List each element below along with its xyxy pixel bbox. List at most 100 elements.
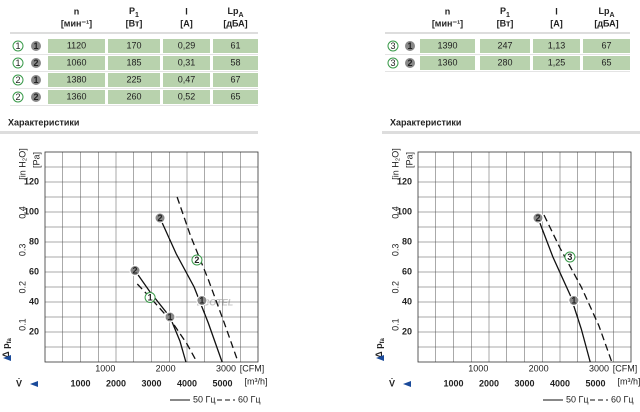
cell (163, 56, 210, 70)
x-tick-label: 1000 (70, 378, 90, 388)
curve-number: 1 (15, 41, 20, 51)
symbol: P (129, 6, 135, 16)
cell-value: 280 (497, 57, 512, 67)
speed-number: 1 (33, 41, 38, 51)
point-label: 2 (158, 213, 163, 223)
cfm-tick-label: 2000 (529, 363, 549, 373)
y2-tick-label: 0.3 (390, 244, 400, 257)
cfm-tick-label: 1000 (95, 363, 115, 373)
y2-tick-label: 0.3 (17, 244, 27, 257)
fan-curve (543, 214, 613, 363)
col-unit: [Вт] (497, 18, 514, 28)
cell (420, 56, 475, 70)
col-head: n (74, 6, 80, 16)
speed-marker (31, 58, 41, 68)
axis-arrow (3, 355, 38, 387)
cell-value: 0,52 (178, 91, 196, 101)
watermark: ECOTEL (197, 297, 234, 307)
cell-value: 1,25 (548, 57, 566, 67)
curve-number: 3 (390, 41, 395, 51)
curve-number: 3 (390, 58, 395, 68)
point-label: 1 (167, 312, 172, 322)
point-label: 3 (567, 252, 572, 262)
y2-tick-label: 0.1 (390, 318, 400, 331)
cell-value: 1360 (66, 91, 86, 101)
y-title: Δ pfa (1, 337, 12, 357)
y2-tick-label: 0.2 (17, 281, 27, 294)
cell (533, 39, 580, 53)
col-unit: [мин⁻¹] (61, 18, 92, 28)
x-unit: [m³/h] (617, 376, 640, 386)
cell-value: 67 (601, 40, 611, 50)
cell (163, 73, 210, 87)
y-tick-label: 40 (402, 296, 412, 306)
col-head: LpA (598, 6, 614, 18)
cell (583, 56, 630, 70)
curve-point (532, 212, 544, 224)
cell (213, 90, 258, 104)
y-tick-label: 60 (402, 266, 412, 276)
speed-number: 2 (407, 58, 412, 68)
cell (48, 90, 105, 104)
cell-value: 260 (126, 91, 141, 101)
cell (213, 56, 258, 70)
plot-frame (417, 151, 632, 363)
point-label: 1 (571, 295, 576, 305)
curve-point (564, 251, 576, 263)
col-unit: [мин⁻¹] (432, 18, 463, 28)
x-tick-label: 5000 (212, 378, 232, 388)
legend-dashed: 60 Гц (238, 394, 261, 404)
cfm-tick-label: 2000 (156, 363, 176, 373)
fan-curve (159, 217, 223, 363)
curve-number: 2 (15, 92, 20, 102)
cell-value: 65 (601, 57, 611, 67)
col-unit: [Вт] (126, 18, 143, 28)
subscript: 1 (135, 12, 139, 19)
point-label: 1 (199, 295, 204, 305)
section-title: Характеристики (390, 117, 461, 127)
subscript: fa (380, 337, 386, 343)
cfm-tick-label: 3000 (589, 363, 609, 373)
cell (213, 39, 258, 53)
symbol: Lp (598, 6, 609, 16)
plot-frame (44, 151, 259, 363)
point-label: 2 (535, 213, 540, 223)
x-tick-label: 4000 (550, 378, 570, 388)
cell-value: 0,47 (178, 74, 196, 84)
subscript: 1 (506, 12, 510, 19)
speed-marker (31, 75, 41, 85)
cell-value: 170 (126, 40, 141, 50)
cfm-tick-label: 3000 (216, 363, 236, 373)
legend-solid: 50 Гц (566, 394, 589, 404)
symbol: Δ p (374, 343, 384, 358)
speed-number: 1 (407, 41, 412, 51)
cfm-unit: [CFM] (240, 363, 265, 373)
curve-point (568, 295, 580, 306)
x-title: V̇ (16, 378, 22, 388)
cell (48, 56, 105, 70)
y-tick-label: 120 (24, 176, 39, 186)
cell (48, 73, 105, 87)
cell-value: 1380 (66, 74, 86, 84)
curve-point (164, 311, 176, 323)
subscript: A (238, 12, 243, 19)
legend-solid: 50 Гц (193, 394, 216, 404)
speed-marker (31, 92, 41, 102)
curve-marker (387, 57, 399, 69)
legend-dashed: 60 Гц (611, 394, 634, 404)
y-tick-label: 100 (24, 206, 39, 216)
y2-tick-label: 0.4 (17, 206, 27, 219)
cell-value: 61 (230, 40, 240, 50)
x-tick-label: 4000 (177, 378, 197, 388)
axis-arrow (376, 355, 411, 387)
y-tick-label: 80 (402, 236, 412, 246)
curve-point (144, 292, 156, 303)
cell-value: 1390 (437, 40, 457, 50)
x-tick-label: 2000 (106, 378, 126, 388)
y-tick-label: 120 (397, 176, 412, 186)
y-title: Δ pfa (374, 337, 385, 357)
curve-point (129, 265, 141, 276)
cell (163, 90, 210, 104)
y-tick-label: 60 (29, 266, 39, 276)
fan-curve (176, 196, 239, 363)
